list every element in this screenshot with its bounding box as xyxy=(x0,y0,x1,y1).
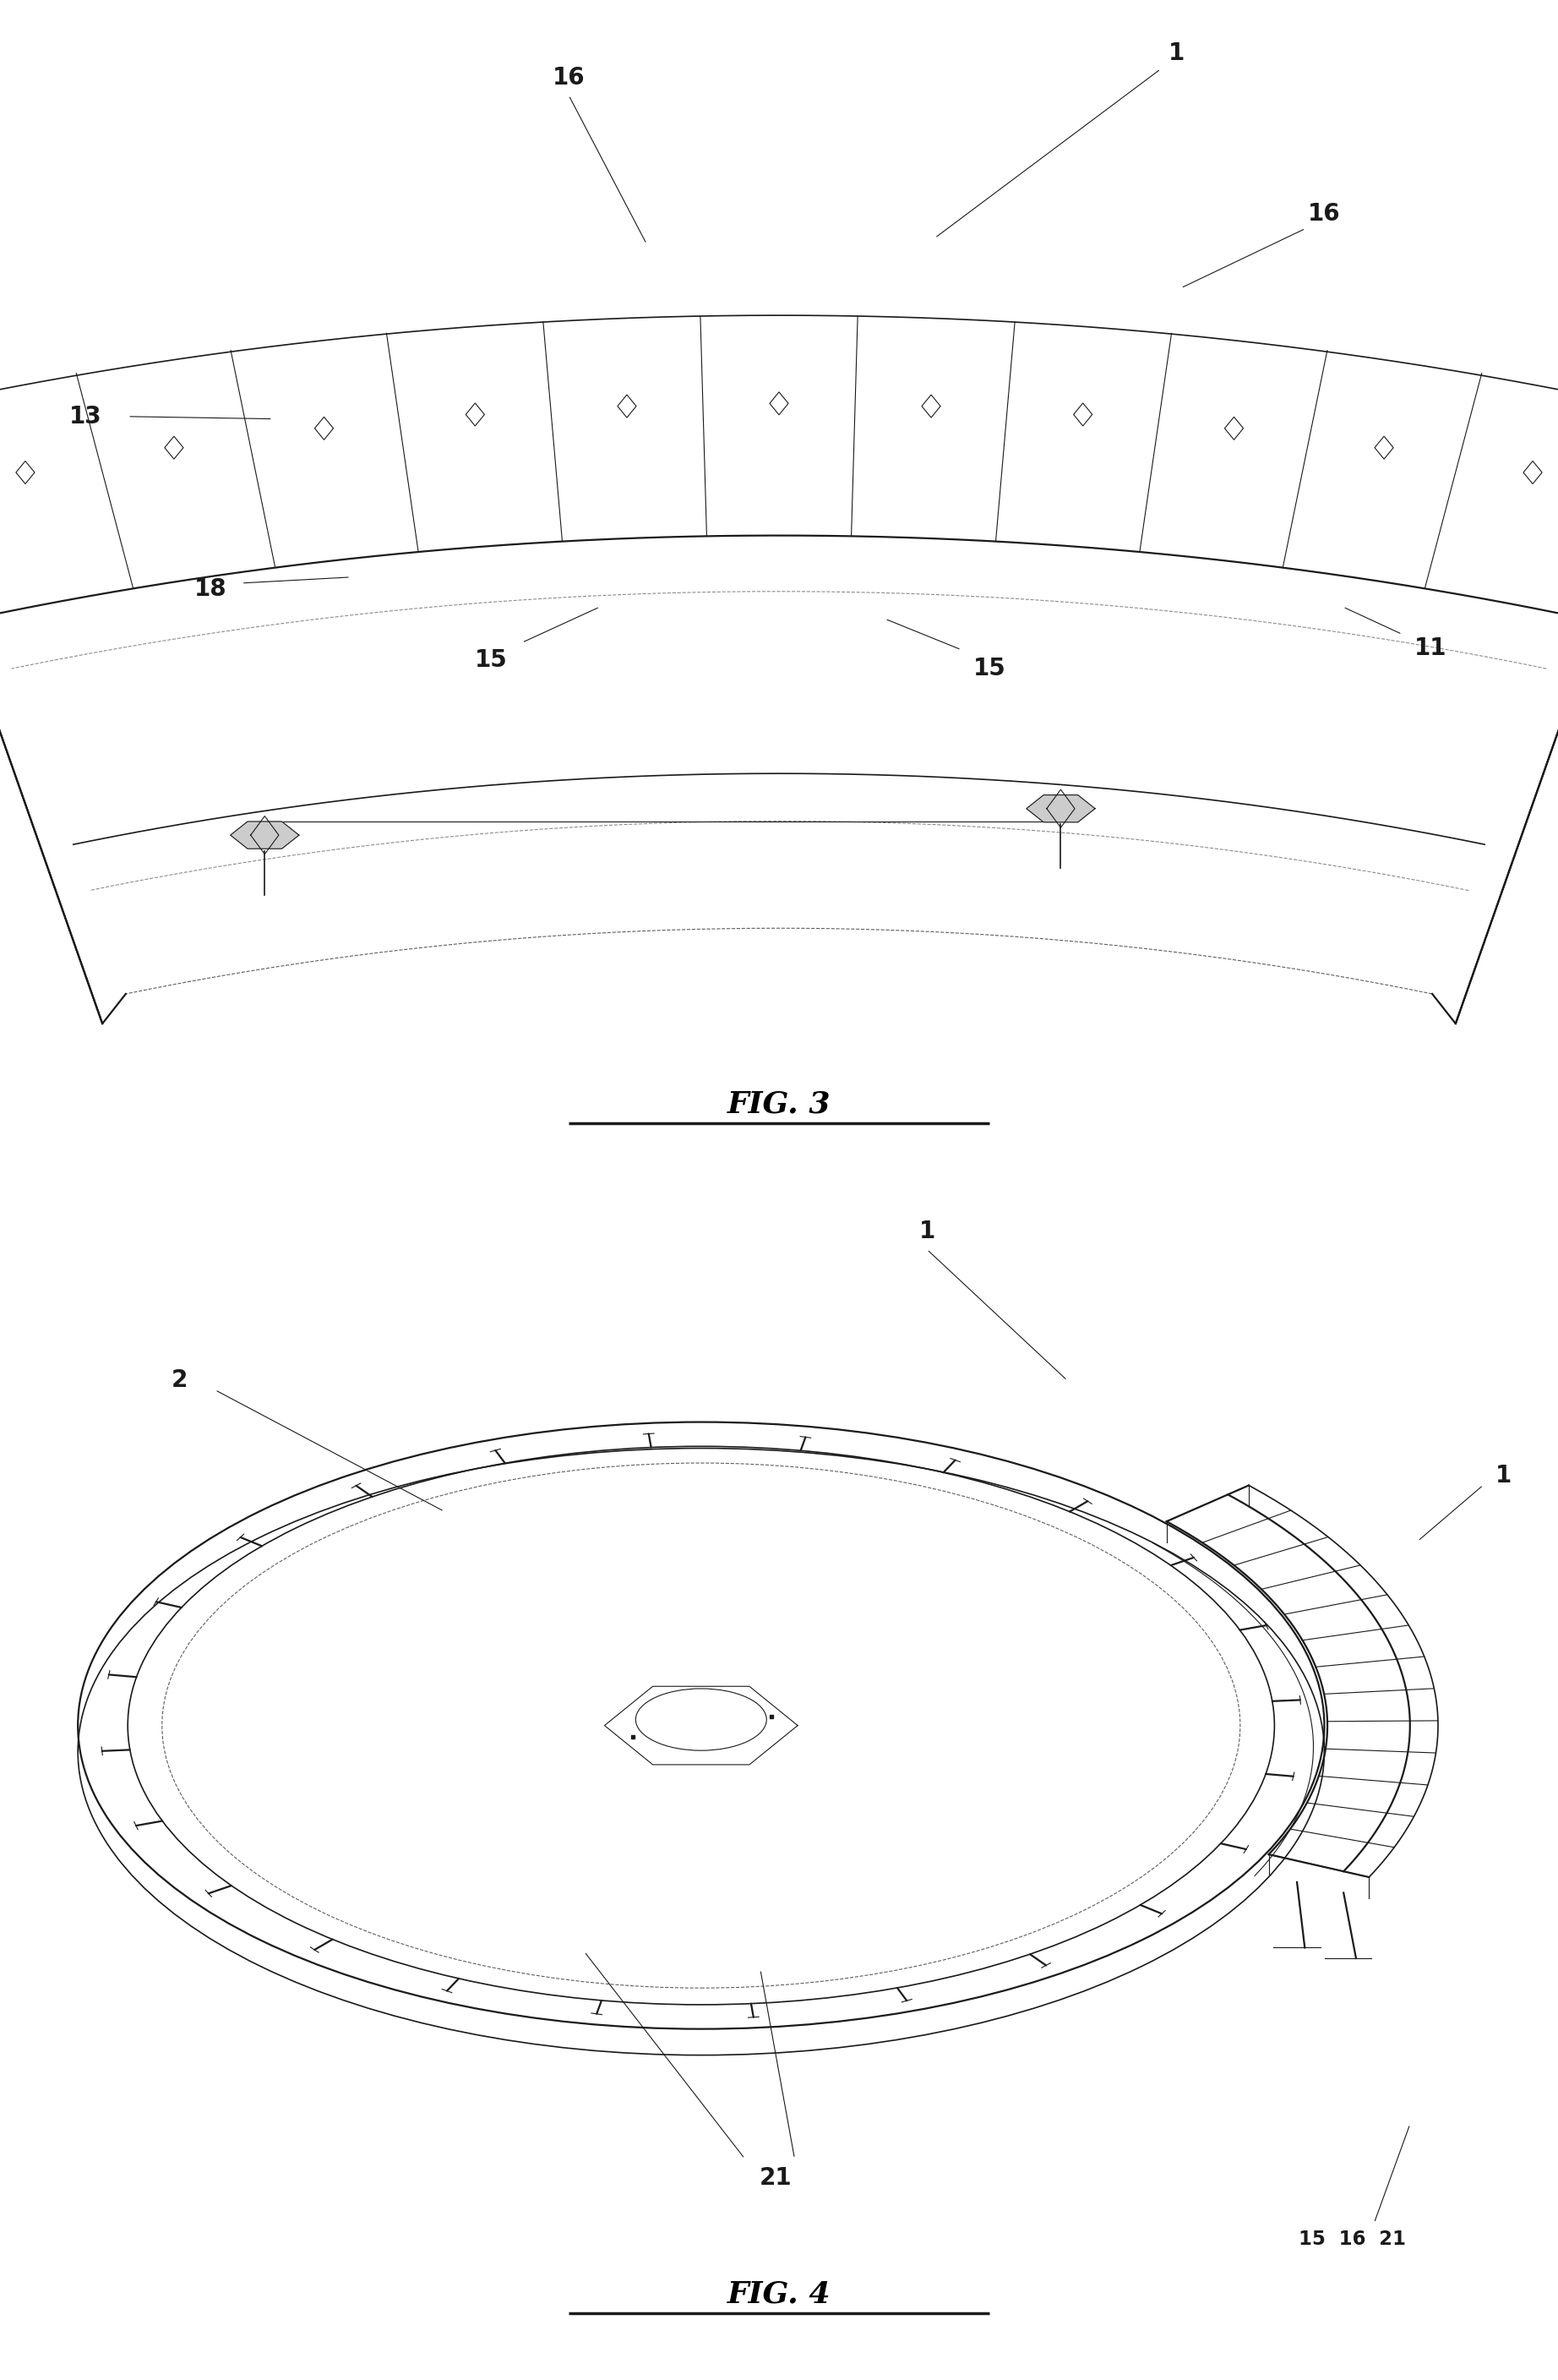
Text: 1: 1 xyxy=(1168,43,1184,64)
Text: 13: 13 xyxy=(70,405,101,428)
Text: FIG. 3: FIG. 3 xyxy=(728,1090,830,1119)
Text: 18: 18 xyxy=(195,578,226,600)
Text: 2: 2 xyxy=(171,1368,187,1392)
Text: 1: 1 xyxy=(919,1221,935,1242)
Text: 11: 11 xyxy=(1415,638,1446,659)
Polygon shape xyxy=(231,821,299,850)
Text: 15  16  21: 15 16 21 xyxy=(1299,2230,1405,2249)
Text: 15: 15 xyxy=(474,650,508,671)
Text: 15: 15 xyxy=(972,657,1006,681)
Text: 16: 16 xyxy=(1309,202,1340,226)
Text: 21: 21 xyxy=(760,2166,791,2190)
Text: FIG. 4: FIG. 4 xyxy=(728,2280,830,2309)
Text: 1: 1 xyxy=(1496,1464,1511,1488)
Polygon shape xyxy=(1027,795,1095,821)
Text: 16: 16 xyxy=(553,67,584,88)
